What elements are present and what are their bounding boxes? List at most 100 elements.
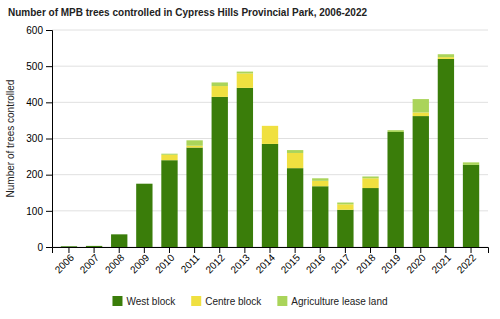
tick-label: 100: [26, 206, 43, 217]
series: [61, 59, 479, 247]
bar: [212, 97, 228, 247]
bar: [262, 144, 278, 247]
legend-swatch: [112, 296, 122, 306]
tick-mark: [270, 247, 271, 253]
bar: [262, 125, 278, 126]
bar: [237, 88, 253, 247]
bar: [287, 168, 303, 247]
tick-mark: [445, 247, 446, 253]
tick: 2022: [455, 247, 479, 275]
legend-item: West block: [112, 296, 176, 307]
tick: 2011: [179, 247, 202, 275]
bar: [86, 245, 102, 246]
tick: 2012: [203, 247, 227, 275]
legend-swatch: [191, 296, 201, 306]
legend-item: Centre block: [191, 296, 262, 307]
legend-label: Agriculture lease land: [291, 296, 387, 307]
tick: 2014: [254, 247, 278, 275]
y-axis-title: Number of trees controlled: [5, 80, 16, 198]
bar: [438, 57, 454, 59]
bar: [161, 154, 177, 155]
bar: [161, 155, 177, 160]
tick-label: 2017: [329, 252, 353, 276]
tick-mark: [370, 247, 371, 253]
tick: 2013: [228, 247, 252, 275]
tick: 0: [37, 242, 52, 253]
tick-mark: [46, 30, 52, 31]
tick: 2015: [279, 247, 303, 275]
bar: [413, 99, 429, 112]
bar: [312, 186, 328, 247]
plot: 0 100 200 300 400 500 600 200620072008200920102…: [26, 25, 488, 276]
tick-mark: [471, 247, 472, 253]
bar: [186, 146, 202, 148]
bar: [111, 234, 127, 247]
bar: [362, 178, 378, 188]
tick: 2016: [304, 247, 328, 275]
legend-item: Agriculture lease land: [277, 296, 387, 307]
bar: [413, 112, 429, 116]
bar: [362, 188, 378, 247]
bar: [387, 132, 403, 247]
tick: 600: [26, 25, 52, 36]
y-axis: 0 100 200 300 400 500 600: [26, 25, 52, 253]
tick: 500: [26, 61, 52, 72]
tick-label: 2010: [153, 252, 177, 276]
tick-mark: [46, 102, 52, 103]
legend-label: Centre block: [205, 296, 262, 307]
legend-label: West block: [126, 296, 176, 307]
tick-mark: [144, 247, 145, 253]
bar: [111, 234, 127, 235]
bar: [438, 54, 454, 57]
tick: 300: [26, 133, 52, 144]
bar: [186, 148, 202, 247]
tick-label: 2018: [354, 252, 378, 276]
tick-mark: [194, 247, 195, 253]
tick-mark: [46, 66, 52, 67]
bar: [463, 162, 479, 165]
tick-mark: [46, 139, 52, 140]
tick-label: 2011: [179, 252, 202, 275]
bar: [136, 184, 152, 247]
bar: [136, 183, 152, 184]
tick: 2017: [329, 247, 353, 275]
tick-label: 300: [26, 133, 43, 144]
tick: 2021: [429, 247, 453, 275]
bar: [337, 210, 353, 247]
bar: [61, 246, 77, 247]
tick-label: 2009: [128, 252, 152, 276]
tick-mark: [46, 175, 52, 176]
tick-label: 2021: [429, 252, 453, 276]
tick-label: 2012: [203, 252, 227, 276]
x-axis: 2006200720082009201020112012201320142015…: [53, 247, 489, 275]
tick: 2020: [404, 247, 428, 275]
bar: [387, 130, 403, 132]
tick: 2018: [354, 247, 378, 275]
series: [161, 54, 479, 204]
tick: 400: [26, 97, 52, 108]
tick-mark: [395, 247, 396, 253]
legend-swatch: [277, 296, 287, 306]
bar: [237, 73, 253, 87]
tick-label: 400: [26, 97, 43, 108]
tick-label: 600: [26, 25, 43, 36]
tick-mark: [68, 247, 69, 253]
axis-line: [46, 31, 53, 248]
bar: [186, 140, 202, 145]
tick: 2019: [379, 247, 403, 275]
bar: [463, 165, 479, 247]
bar: [237, 72, 253, 74]
bar: [61, 246, 77, 247]
series: [161, 57, 454, 210]
tick-mark: [46, 211, 52, 212]
tick-label: 2022: [455, 252, 479, 276]
bar: [438, 59, 454, 247]
tick-mark: [244, 247, 245, 253]
title: Number of MPB trees controlled in Cypres…: [8, 7, 367, 18]
tick-label: 2006: [53, 252, 77, 276]
bar: [212, 86, 228, 97]
bar: [212, 82, 228, 86]
chart: Number of MPB trees controlled in Cypres…: [0, 0, 500, 319]
grid-line: [52, 30, 488, 31]
tick-label: 200: [26, 169, 43, 180]
